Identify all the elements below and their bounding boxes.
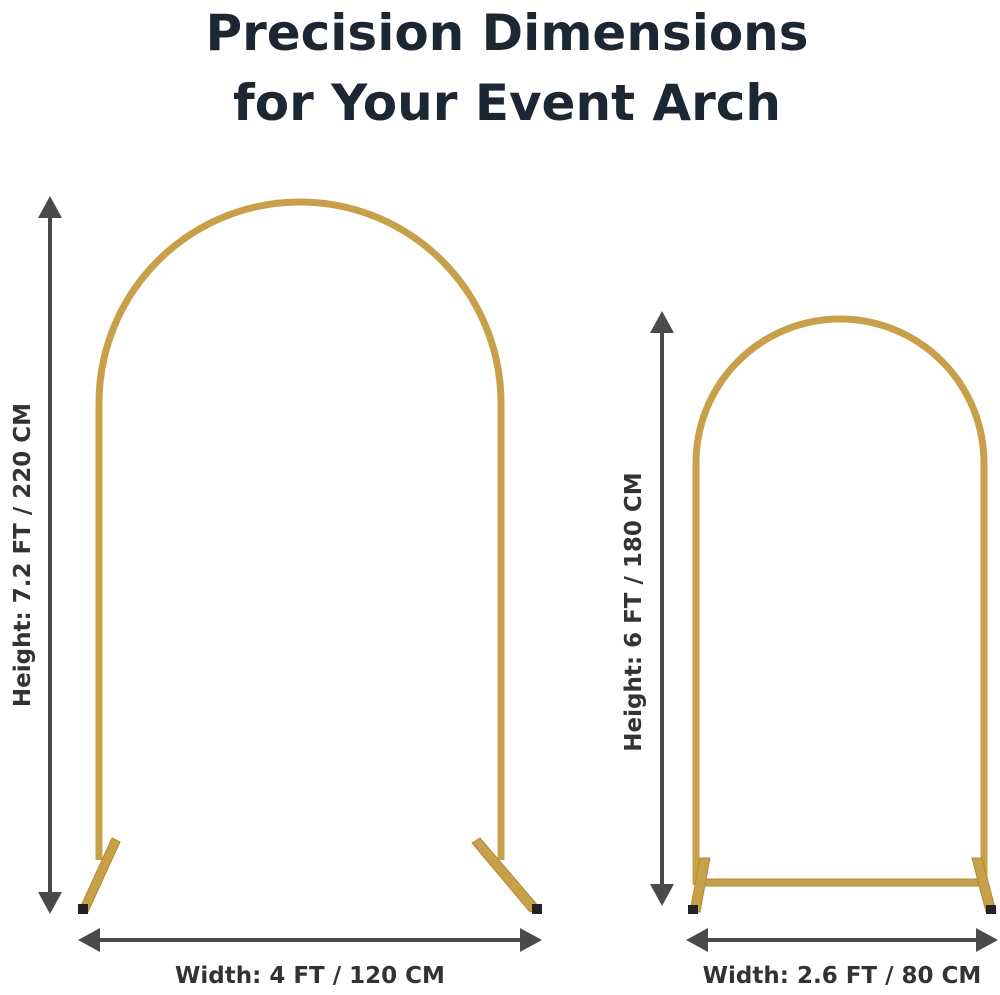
arrow-head: [38, 892, 62, 914]
height-label: Height: 7.2 FT / 220 CM: [10, 403, 36, 707]
large-arch: [78, 198, 542, 914]
arch-foot: [689, 857, 711, 913]
width-arrow: [686, 928, 998, 952]
title-line: Precision Dimensions: [205, 4, 808, 62]
height-arrow: [38, 196, 62, 914]
foot-cap: [78, 904, 88, 914]
arrow-head: [976, 928, 998, 952]
arrow-head: [520, 928, 542, 952]
foot-cap: [986, 905, 996, 914]
width-arrow: [78, 928, 542, 952]
foot-cap: [688, 905, 698, 914]
height-arrow: [650, 311, 674, 906]
arch-tube: [95, 198, 505, 860]
arrow-head: [78, 928, 100, 952]
arch-base: [699, 878, 981, 887]
width-label: Width: 4 FT / 120 CM: [175, 963, 445, 989]
arrow-head: [686, 928, 708, 952]
arch-tube: [692, 315, 988, 885]
height-label: Height: 6 FT / 180 CM: [621, 472, 647, 751]
foot-cap: [532, 904, 542, 914]
arrow-head: [650, 311, 674, 333]
width-label: Width: 2.6 FT / 80 CM: [703, 963, 982, 989]
arch-foot: [471, 837, 541, 913]
arrow-head: [650, 884, 674, 906]
title-line: for Your Event Arch: [233, 74, 781, 132]
small-arch: [688, 315, 997, 914]
arrow-head: [38, 196, 62, 218]
